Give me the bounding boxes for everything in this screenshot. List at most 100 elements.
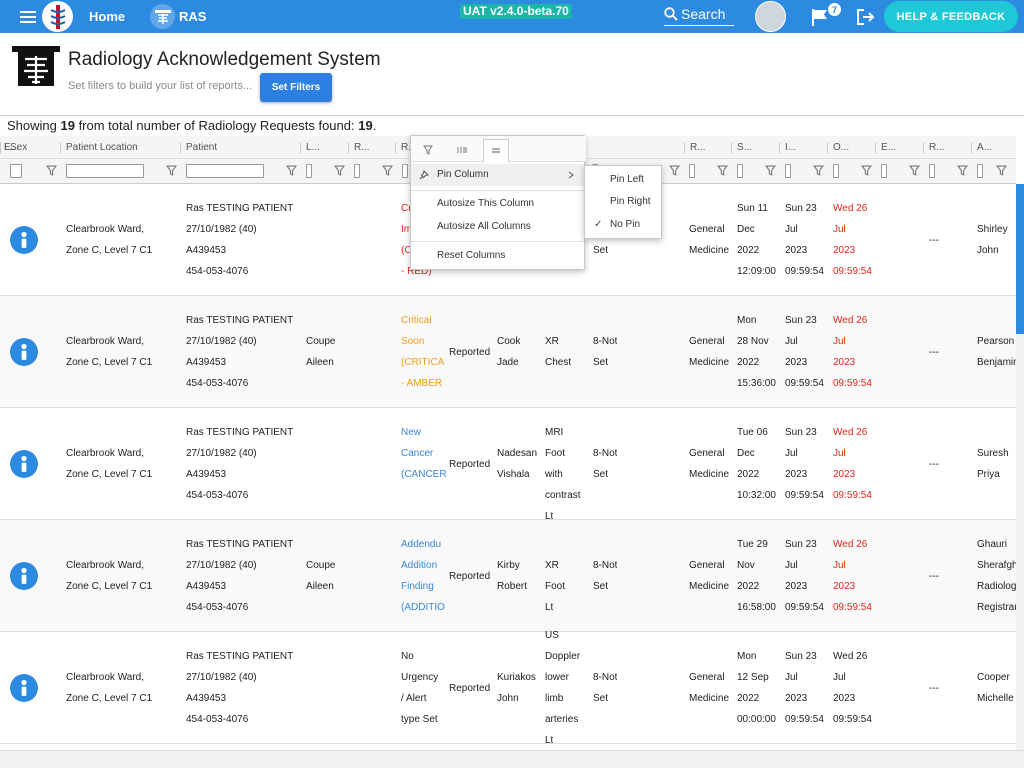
- medical-logo-icon[interactable]: [42, 1, 73, 32]
- flag-icon[interactable]: [810, 0, 832, 33]
- filter-icon[interactable]: [166, 165, 177, 176]
- column-filter-input[interactable]: [306, 164, 312, 178]
- status-code: 8-Not: [593, 448, 618, 459]
- column-filter-input[interactable]: [66, 164, 144, 178]
- table-row[interactable]: Clearbrook Ward, Zone C, Level 7 C1 Ras TE…: [0, 408, 1016, 522]
- column-header[interactable]: L...: [306, 142, 320, 153]
- column-header[interactable]: Patient: [186, 142, 218, 153]
- column-filter-input[interactable]: [354, 164, 360, 178]
- scrollbar-thumb[interactable]: [1016, 184, 1024, 334]
- autosize-this-column-item[interactable]: Autosize This Column: [437, 198, 535, 209]
- column-header[interactable]: R...: [354, 142, 370, 153]
- reset-columns-item[interactable]: Reset Columns: [437, 250, 506, 261]
- column-separator[interactable]: [971, 142, 972, 154]
- set-filters-button[interactable]: Set Filters: [260, 73, 332, 102]
- column-filter-input[interactable]: [833, 164, 839, 178]
- filter-icon[interactable]: [286, 165, 297, 176]
- table-row[interactable]: Clearbrook Ward, Zone C, Level 7 C1 Ras TE…: [0, 630, 1016, 746]
- no-pin-item[interactable]: ✓ No Pin: [585, 214, 661, 236]
- column-separator[interactable]: [875, 142, 876, 154]
- help-feedback-button[interactable]: HELP & FEEDBACK: [884, 1, 1018, 32]
- pin-right-item[interactable]: Pin Right: [610, 196, 651, 207]
- column-header[interactable]: A...: [977, 142, 993, 153]
- entered-by: Radiolog: [977, 581, 1016, 592]
- column-header[interactable]: R...: [929, 142, 945, 153]
- home-link[interactable]: Home: [89, 9, 126, 24]
- column-filter-input[interactable]: [402, 164, 408, 178]
- column-separator[interactable]: [0, 142, 1, 154]
- person-icon[interactable]: [10, 450, 38, 478]
- column-filter-input[interactable]: [737, 164, 743, 178]
- entered-by: Shirley: [977, 224, 1008, 235]
- column-separator[interactable]: [300, 142, 301, 154]
- menu-icon[interactable]: [20, 0, 36, 33]
- filter-icon[interactable]: [996, 165, 1007, 176]
- patient-location: Zone C, Level 7 C1: [66, 469, 153, 480]
- autosize-all-columns-item[interactable]: Autosize All Columns: [437, 221, 531, 232]
- filter-icon[interactable]: [813, 165, 824, 176]
- column-separator[interactable]: [779, 142, 780, 154]
- column-header[interactable]: R...: [401, 142, 417, 153]
- column-separator[interactable]: [348, 142, 349, 154]
- column-separator[interactable]: [923, 142, 924, 154]
- pin-left-item[interactable]: Pin Left: [610, 174, 644, 185]
- filter-icon[interactable]: [334, 165, 345, 176]
- general-tab[interactable]: [483, 139, 509, 162]
- column-header[interactable]: S...: [737, 142, 753, 153]
- column-separator[interactable]: [684, 142, 685, 154]
- person-icon[interactable]: [10, 674, 38, 702]
- person-icon[interactable]: [10, 562, 38, 590]
- filter-icon[interactable]: [861, 165, 872, 176]
- report-due-date: 09:59:54: [833, 378, 872, 389]
- columns-tab[interactable]: [449, 139, 475, 161]
- order-date: 00:00:00: [737, 714, 776, 725]
- filter-icon[interactable]: [957, 165, 968, 176]
- column-filter-input[interactable]: [689, 164, 695, 178]
- filter-icon[interactable]: [909, 165, 920, 176]
- column-header[interactable]: O...: [833, 142, 850, 153]
- filter-icon[interactable]: [382, 165, 393, 176]
- column-filter-input[interactable]: [929, 164, 935, 178]
- column-filter-input[interactable]: [785, 164, 791, 178]
- order-date: Dec: [737, 448, 755, 459]
- order-date: 10:32:00: [737, 490, 776, 501]
- exam-name: Foot: [545, 448, 566, 459]
- filter-icon[interactable]: [669, 165, 680, 176]
- column-filter-input[interactable]: [10, 164, 22, 178]
- column-separator[interactable]: [180, 142, 181, 154]
- exam-name: limb: [545, 693, 564, 704]
- ras-app-icon[interactable]: [150, 4, 175, 29]
- patient-details: A439453: [186, 581, 227, 592]
- table-row[interactable]: Clearbrook Ward, Zone C, Level 7 C1 Ras TE…: [0, 520, 1016, 632]
- column-header[interactable]: I...: [4, 142, 16, 153]
- search-button[interactable]: Search: [664, 2, 734, 26]
- column-header[interactable]: Sex: [10, 142, 28, 153]
- filter-icon[interactable]: [46, 165, 57, 176]
- person-icon[interactable]: [10, 338, 38, 366]
- filter-icon[interactable]: [765, 165, 776, 176]
- column-header[interactable]: Patient Location: [66, 142, 138, 153]
- filter-icon[interactable]: [717, 165, 728, 176]
- column-filter-input[interactable]: [186, 164, 264, 178]
- column-separator[interactable]: [395, 142, 396, 154]
- column-separator[interactable]: [827, 142, 828, 154]
- table-row[interactable]: Clearbrook Ward, Zone C, Level 7 C1 Ras TE…: [0, 296, 1016, 408]
- filter-tab[interactable]: [415, 139, 441, 161]
- column-header[interactable]: E...: [4, 142, 20, 153]
- column-filter-input[interactable]: [881, 164, 887, 178]
- column-header[interactable]: I...: [785, 142, 797, 153]
- column-separator[interactable]: [731, 142, 732, 154]
- column-filter-input[interactable]: [977, 164, 983, 178]
- vertical-scrollbar[interactable]: [1016, 184, 1024, 750]
- ras-app-link[interactable]: RAS: [179, 9, 207, 24]
- column-header[interactable]: R...: [690, 142, 706, 153]
- report-due-date: 2023: [833, 357, 856, 368]
- pin-column-item[interactable]: Pin Column: [411, 164, 584, 186]
- user-avatar[interactable]: [755, 1, 786, 32]
- person-icon[interactable]: [10, 226, 38, 254]
- column-separator[interactable]: [60, 142, 61, 154]
- location-person: Coupe: [306, 336, 336, 347]
- horizontal-scrollbar[interactable]: [0, 750, 1024, 768]
- column-header[interactable]: E...: [881, 142, 897, 153]
- logout-icon[interactable]: [856, 0, 878, 33]
